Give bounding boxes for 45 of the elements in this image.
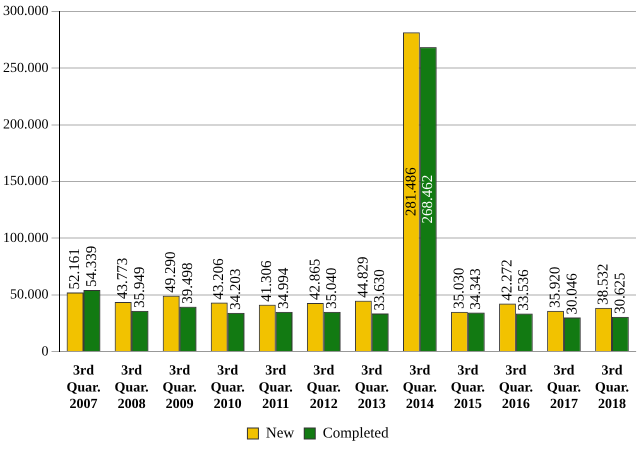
- x-tick-label: 3rd Quar. 2012: [306, 364, 341, 412]
- data-label: 34.203: [228, 268, 244, 310]
- data-label: 35.040: [324, 268, 340, 309]
- x-tick-label: 3rd Quar. 2015: [450, 364, 485, 412]
- data-label: 33.630: [372, 269, 388, 310]
- data-label: 43.206: [211, 258, 228, 300]
- data-label: 41.306: [259, 260, 276, 302]
- x-tick-label: 3rd Quar. 2007: [66, 364, 101, 412]
- data-label: 54.339: [84, 246, 100, 287]
- y-tick-label: 0: [42, 344, 48, 360]
- x-tick-label: 3rd Quar. 2016: [498, 364, 533, 412]
- x-tick-label: 3rd Quar. 2008: [114, 364, 149, 412]
- data-label: 33.536: [516, 268, 532, 311]
- data-label: 38.532: [596, 264, 612, 305]
- y-tick-label: 300.000: [3, 4, 48, 20]
- data-label: 30.625: [612, 272, 628, 314]
- data-label: 34.994: [276, 267, 292, 309]
- data-label: 35.920: [547, 266, 564, 308]
- data-label: 44.829: [355, 256, 372, 298]
- y-tick-label: 200.000: [3, 117, 48, 132]
- data-label: 52.161: [67, 248, 84, 290]
- y-tick-label: 100.000: [3, 230, 48, 246]
- data-label: 30.046: [564, 272, 580, 315]
- y-tick-label: 250.000: [3, 60, 48, 76]
- x-tick-label: 3rd Quar. 2014: [402, 364, 437, 412]
- y-tick-label: 150.000: [3, 174, 48, 190]
- x-tick-label: 3rd Quar. 2013: [354, 364, 389, 412]
- data-label: 281.486: [403, 166, 420, 216]
- data-label: 42.272: [499, 259, 516, 301]
- data-label: 34.343: [468, 268, 484, 310]
- data-label: 35.030: [451, 268, 468, 309]
- legend-label: Completed: [322, 425, 390, 442]
- y-tick-label: 50.000: [10, 288, 48, 303]
- x-tick-label: 3rd Quar. 2010: [210, 364, 245, 412]
- x-tick-label: 3rd Quar. 2018: [594, 364, 630, 412]
- data-label: 42.865: [307, 258, 324, 300]
- x-tick-label: 3rd Quar. 2009: [162, 364, 197, 412]
- legend-label: New: [266, 425, 294, 442]
- data-label: 43.773: [115, 258, 132, 299]
- data-label: 49.290: [163, 251, 180, 293]
- data-label: 268.462: [420, 174, 436, 224]
- x-tick-label: 3rd Quar. 2017: [546, 364, 581, 412]
- data-label: 39.498: [180, 262, 196, 304]
- data-label: 35.949: [132, 266, 148, 308]
- x-tick-label: 3rd Quar. 2011: [258, 364, 293, 412]
